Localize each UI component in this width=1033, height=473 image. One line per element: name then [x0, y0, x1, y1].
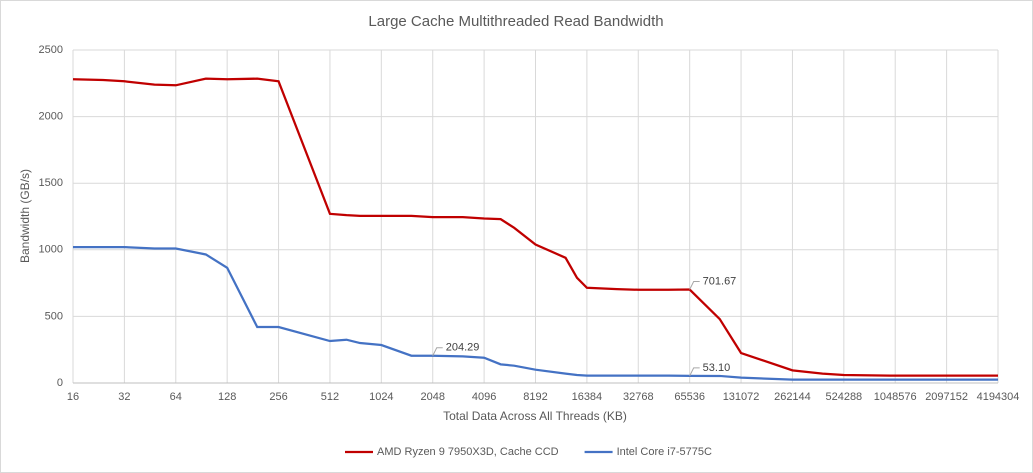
x-tick-label: 262144 — [774, 391, 811, 403]
x-tick-label: 256 — [269, 391, 287, 403]
x-tick-label: 16 — [67, 391, 79, 403]
x-tick-label: 1024 — [369, 391, 393, 403]
x-tick-label: 8192 — [523, 391, 547, 403]
x-tick-label: 4096 — [472, 391, 496, 403]
x-tick-label: 32768 — [623, 391, 654, 403]
x-tick-label: 65536 — [674, 391, 705, 403]
label-leader — [689, 367, 700, 377]
x-tick-label: 32 — [118, 391, 130, 403]
data-label: 701.67 — [703, 275, 737, 287]
y-tick-label: 2000 — [39, 111, 63, 123]
x-axis-label: Total Data Across All Threads (KB) — [443, 409, 627, 423]
x-tick-label: 131072 — [723, 391, 760, 403]
data-label: 204.29 — [446, 342, 480, 354]
x-tick-label: 2048 — [420, 391, 444, 403]
chart-title: Large Cache Multithreaded Read Bandwidth — [368, 13, 663, 30]
legend-label: AMD Ryzen 9 7950X3D, Cache CCD — [377, 446, 559, 458]
y-tick-label: 500 — [45, 310, 63, 322]
legend-label: Intel Core i7-5775C — [617, 446, 712, 458]
x-tick-label: 2097152 — [925, 391, 968, 403]
x-tick-label: 1048576 — [874, 391, 917, 403]
series-line — [72, 77, 998, 377]
x-tick-label: 64 — [170, 391, 182, 403]
y-tick-label: 1500 — [39, 177, 63, 189]
series-line — [73, 246, 998, 381]
x-tick-label: 512 — [321, 391, 339, 403]
label-leader — [689, 281, 700, 290]
x-tick-label: 524288 — [825, 391, 862, 403]
y-tick-label: 2500 — [39, 44, 63, 56]
label-leader — [432, 347, 443, 357]
y-tick-label: 1000 — [39, 244, 63, 256]
data-label: 53.10 — [703, 362, 731, 374]
y-tick-label: 0 — [57, 377, 63, 389]
y-axis-label: Bandwidth (GB/s) — [18, 169, 32, 263]
x-tick-label: 16384 — [572, 391, 603, 403]
x-tick-label: 128 — [218, 391, 236, 403]
x-tick-label: 4194304 — [977, 391, 1020, 403]
